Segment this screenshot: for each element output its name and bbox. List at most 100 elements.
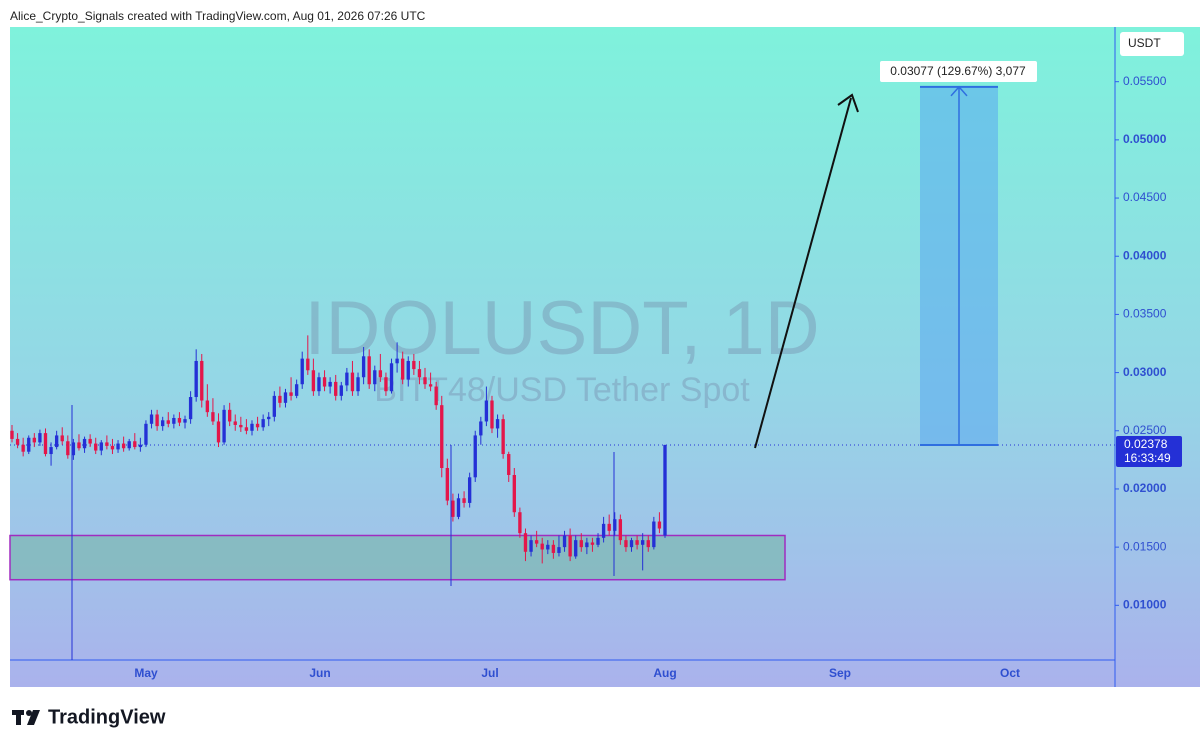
candle-body — [373, 370, 377, 385]
candle-body — [562, 535, 567, 548]
candle-body — [82, 438, 87, 449]
y-tick-label: 0.01000 — [1123, 597, 1167, 611]
candle-body — [334, 381, 338, 396]
candle-body — [10, 430, 14, 439]
candle-body — [495, 419, 500, 429]
candle-body — [27, 437, 31, 452]
candle-body — [66, 441, 70, 456]
candle-body — [378, 370, 383, 378]
candle-body — [440, 405, 444, 469]
candle-body — [222, 409, 226, 443]
candle-body — [590, 542, 595, 545]
y-tick-label: 0.05000 — [1123, 132, 1167, 146]
candle-body — [467, 477, 472, 503]
x-tick-label: Sep — [829, 666, 851, 680]
candle-body — [607, 523, 611, 531]
candle-body — [412, 360, 416, 370]
y-tick-label: 0.03000 — [1123, 365, 1167, 379]
candle-body — [155, 414, 159, 427]
candle-body — [261, 419, 265, 428]
candle-body — [367, 356, 371, 385]
candle-body — [652, 521, 656, 548]
candle-body — [523, 533, 528, 552]
candle-body — [177, 417, 182, 423]
y-tick-label: 0.04000 — [1123, 248, 1167, 262]
candle-body — [629, 540, 634, 548]
candle-body — [110, 445, 115, 450]
logo: TradingView — [12, 706, 166, 728]
candle-body — [133, 441, 137, 448]
candle-body — [144, 423, 148, 445]
candle-body — [77, 442, 81, 449]
candle-body — [21, 444, 25, 452]
candle-body — [534, 540, 539, 544]
x-tick-label: May — [134, 666, 158, 680]
candle-body — [138, 444, 143, 448]
candle-body — [43, 433, 48, 455]
candle-body — [473, 435, 477, 478]
candle-body — [322, 377, 327, 387]
candle-body — [356, 377, 360, 392]
price-tag — [1116, 435, 1182, 467]
candle-body — [596, 537, 600, 545]
x-tick-label: Aug — [653, 666, 676, 680]
candle-body — [172, 417, 176, 424]
y-tick-label: 0.03500 — [1123, 307, 1167, 321]
candle-body — [328, 381, 332, 387]
candle-body — [54, 435, 59, 448]
arrow — [754, 97, 852, 449]
candle-body — [345, 372, 349, 386]
candle-body — [389, 363, 394, 392]
candle-body — [306, 358, 310, 371]
price-tag-value: 0.02378 — [1124, 437, 1168, 451]
candle-body — [406, 360, 410, 380]
candle-body — [568, 535, 572, 557]
candle-body — [507, 454, 511, 475]
candle-body — [233, 421, 237, 425]
candle-body — [194, 360, 198, 398]
candle-body — [188, 397, 193, 420]
watermark-title: IDOLUSDT, 1D — [304, 286, 819, 371]
candle-body — [294, 384, 299, 396]
candle-body — [71, 442, 76, 456]
candle-body — [417, 369, 422, 378]
candle-body — [244, 427, 249, 431]
candle-body — [657, 521, 662, 529]
candle-body — [579, 540, 583, 548]
candle-body — [116, 443, 120, 450]
candle-body — [300, 358, 304, 385]
candle-body — [339, 385, 343, 396]
candle-body — [239, 424, 243, 428]
candle-body — [479, 421, 483, 436]
candle-body — [272, 395, 276, 417]
y-tick-label: 0.05500 — [1123, 74, 1167, 88]
measure-label: 0.03077 (129.67%) 3,077 — [890, 64, 1026, 78]
candle-body — [121, 443, 126, 449]
measure-label-box — [880, 61, 1037, 82]
candle-body — [250, 423, 254, 431]
x-tick-label: Jun — [309, 666, 330, 680]
candle-body — [161, 420, 165, 427]
x-tick-label: Jul — [481, 666, 498, 680]
y-tick-label: 0.02000 — [1123, 481, 1167, 495]
candle-body — [451, 500, 455, 517]
plot: 0.01000 0.01500 0.02000 0.02500 0.03000 0.035… — [9, 61, 1167, 680]
currency: USDT — [1128, 36, 1161, 50]
candle-body — [127, 441, 131, 449]
candle-body — [216, 421, 221, 443]
candle-body — [88, 438, 92, 444]
price-tag-countdown: 16:33:49 — [1124, 451, 1171, 465]
y-tick-label: 0.04500 — [1123, 190, 1167, 204]
currency-box — [1120, 32, 1184, 56]
candle-body — [149, 414, 154, 424]
candle-body — [601, 523, 606, 538]
candle-body — [401, 358, 405, 380]
candle-body — [551, 544, 556, 553]
candle-body — [32, 437, 36, 443]
candle-body — [546, 544, 550, 550]
candle-body — [183, 419, 187, 423]
candle-body — [445, 468, 450, 501]
candle-body — [267, 416, 271, 420]
